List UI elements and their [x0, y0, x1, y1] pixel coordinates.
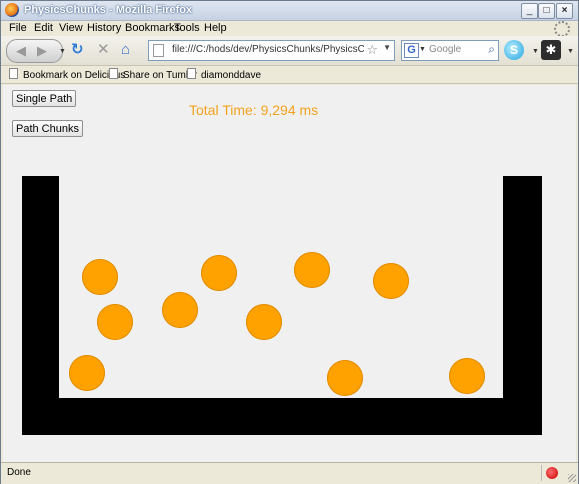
- google-search-icon[interactable]: G: [404, 43, 419, 58]
- physics-ball: [373, 263, 409, 299]
- addon-icon[interactable]: ✱: [541, 40, 561, 60]
- status-text: Done: [7, 467, 31, 478]
- search-engine-dropdown-icon[interactable]: ▼: [419, 46, 426, 53]
- container-floor: [22, 398, 542, 435]
- physics-ball: [246, 304, 282, 340]
- search-placeholder: Google: [429, 44, 462, 55]
- close-button[interactable]: ×: [556, 3, 573, 19]
- back-forward-group: ◀ ▶: [6, 39, 63, 63]
- physics-ball: [69, 355, 105, 391]
- url-text[interactable]: file:///C:/hods/dev/PhysicsChunks/Physic…: [172, 44, 364, 55]
- bookmark-item[interactable]: Share on Tumblr: [109, 68, 197, 81]
- history-dropdown-icon[interactable]: ▼: [59, 48, 66, 55]
- window-title: PhysicsChunks - Mozilla Firefox: [24, 4, 193, 16]
- maximize-button[interactable]: □: [538, 3, 555, 19]
- home-icon[interactable]: ⌂: [121, 41, 131, 58]
- navigation-toolbar: ◀ ▶ ▼ ↻ ✕ ⌂ file:///C:/hods/dev/PhysicsC…: [1, 36, 578, 66]
- resize-grip-icon[interactable]: [568, 474, 576, 482]
- throbber-icon: [554, 21, 570, 37]
- firefox-icon: [5, 3, 19, 17]
- physics-ball: [327, 360, 363, 396]
- bookmark-page-icon: [9, 68, 18, 79]
- bookmark-item[interactable]: Bookmark on Delicious: [9, 68, 125, 81]
- container-left-wall: [22, 176, 59, 435]
- physics-ball: [82, 259, 118, 295]
- physics-ball: [294, 252, 330, 288]
- skype-icon[interactable]: S: [504, 40, 524, 60]
- stop-icon[interactable]: ✕: [97, 41, 110, 58]
- title-bar[interactable]: PhysicsChunks - Mozilla Firefox _ □ ×: [1, 1, 578, 21]
- container-right-wall: [503, 176, 542, 435]
- url-bar[interactable]: file:///C:/hods/dev/PhysicsChunks/Physic…: [148, 40, 395, 61]
- page-icon: [153, 44, 164, 57]
- menu-view[interactable]: View: [59, 22, 83, 34]
- bookmarks-toolbar: Bookmark on Delicious Share on Tumblr di…: [1, 66, 578, 84]
- bookmark-page-icon: [187, 68, 196, 79]
- menu-bar: File Edit View History Bookmarks Tools H…: [1, 21, 578, 35]
- physics-ball: [201, 255, 237, 291]
- menu-history[interactable]: History: [87, 22, 122, 34]
- record-icon[interactable]: [546, 467, 558, 479]
- back-icon[interactable]: ◀: [16, 43, 26, 58]
- page-content: Single Path Path Chunks Total Time: 9,29…: [3, 85, 576, 462]
- reload-icon[interactable]: ↻: [71, 41, 84, 58]
- menu-file[interactable]: File: [9, 22, 27, 34]
- skype-dropdown-icon[interactable]: ▼: [532, 48, 539, 55]
- minimize-button[interactable]: _: [521, 3, 538, 19]
- addon-dropdown-icon[interactable]: ▼: [567, 48, 574, 55]
- bookmark-star-icon[interactable]: ☆: [366, 42, 378, 57]
- physics-ball: [449, 358, 485, 394]
- search-icon[interactable]: ⌕: [488, 42, 495, 56]
- menu-bookmarks[interactable]: Bookmarks: [125, 22, 181, 34]
- path-chunks-button[interactable]: Path Chunks: [12, 120, 83, 137]
- physics-ball: [162, 292, 198, 328]
- search-bar[interactable]: G ▼ Google ⌕: [401, 40, 499, 61]
- url-dropdown-icon[interactable]: ▼: [383, 43, 391, 52]
- menu-edit[interactable]: Edit: [34, 22, 53, 34]
- status-bar: Done: [1, 462, 578, 484]
- status-divider: [541, 465, 542, 481]
- menu-tools[interactable]: Tools: [174, 22, 200, 34]
- bookmark-item[interactable]: diamonddave: [187, 68, 261, 81]
- physics-ball: [97, 304, 133, 340]
- menu-help[interactable]: Help: [204, 22, 227, 34]
- bookmark-page-icon: [109, 68, 118, 79]
- bookmark-label: Share on Tumblr: [123, 70, 197, 81]
- single-path-button[interactable]: Single Path: [12, 90, 77, 107]
- bookmark-label: Bookmark on Delicious: [23, 70, 126, 81]
- bookmark-label: diamonddave: [201, 70, 262, 81]
- forward-icon[interactable]: ▶: [37, 43, 47, 58]
- total-time-label: Total Time: 9,294 ms: [189, 102, 319, 118]
